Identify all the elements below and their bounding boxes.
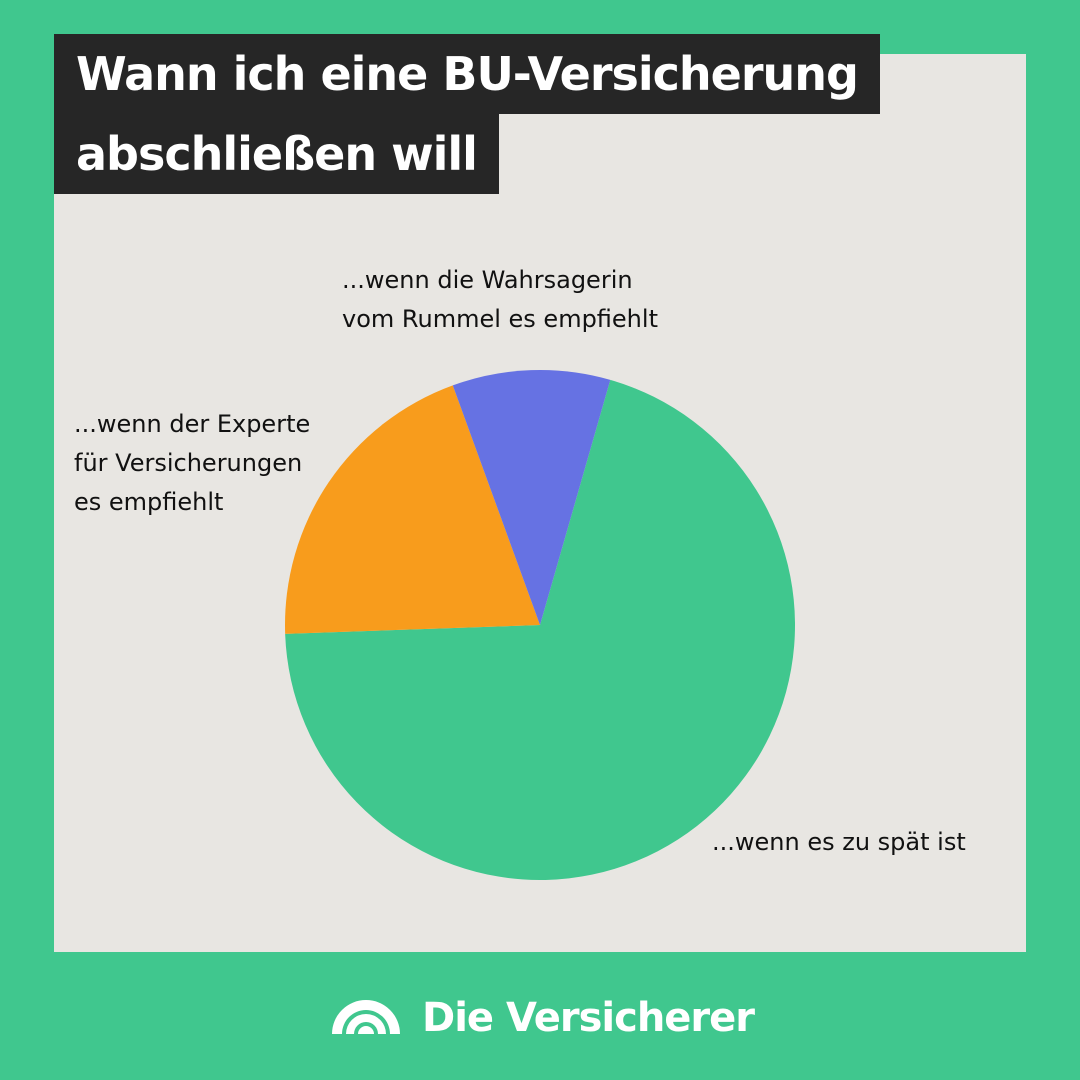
pie-slice-zu-spaet — [285, 379, 796, 881]
rainbow-arcs-icon — [332, 1000, 400, 1034]
slice-label-experte: ...wenn der Experte für Versicherungen e… — [74, 405, 310, 522]
chart-title-line-1: Wann ich eine BU-Versicherung — [54, 34, 880, 114]
slice-label-line: für Versicherungen — [74, 449, 303, 477]
slice-label-line: ...wenn der Experte — [74, 410, 311, 438]
slice-label-zu-spaet: ...wenn es zu spät ist — [712, 823, 966, 862]
pie-slices — [285, 370, 796, 881]
pie-slice-wahrsagerin — [452, 370, 611, 625]
slice-label-wahrsagerin: ...wenn die Wahrsagerin vom Rummel es em… — [342, 261, 658, 339]
brand: Die Versicherer — [330, 988, 755, 1048]
slice-label-line: ...wenn die Wahrsagerin — [342, 266, 633, 294]
slice-label-line: es empfiehlt — [74, 488, 224, 516]
slice-label-line: vom Rummel es empfiehlt — [342, 305, 658, 333]
brand-name: Die Versicherer — [422, 995, 755, 1041]
chart-title-line-2: abschließen will — [54, 114, 499, 194]
pie-slice-experte — [285, 385, 540, 634]
slice-label-line: ...wenn es zu spät ist — [712, 828, 966, 856]
